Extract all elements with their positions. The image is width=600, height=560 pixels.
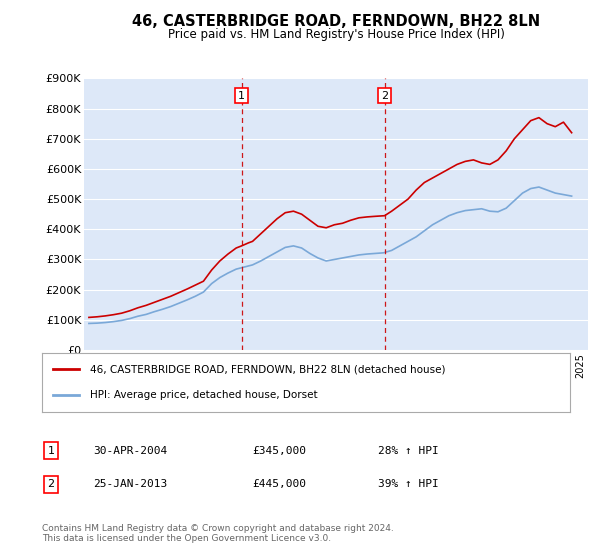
Text: Price paid vs. HM Land Registry's House Price Index (HPI): Price paid vs. HM Land Registry's House …	[167, 28, 505, 41]
Text: 46, CASTERBRIDGE ROAD, FERNDOWN, BH22 8LN: 46, CASTERBRIDGE ROAD, FERNDOWN, BH22 8L…	[132, 14, 540, 29]
Text: 46, CASTERBRIDGE ROAD, FERNDOWN, BH22 8LN (detached house): 46, CASTERBRIDGE ROAD, FERNDOWN, BH22 8L…	[89, 364, 445, 374]
Text: HPI: Average price, detached house, Dorset: HPI: Average price, detached house, Dors…	[89, 390, 317, 400]
Text: 1: 1	[47, 446, 55, 456]
Text: Contains HM Land Registry data © Crown copyright and database right 2024.
This d: Contains HM Land Registry data © Crown c…	[42, 524, 394, 543]
Text: 25-JAN-2013: 25-JAN-2013	[93, 479, 167, 489]
Text: £445,000: £445,000	[252, 479, 306, 489]
Text: 2: 2	[47, 479, 55, 489]
Text: 2: 2	[381, 91, 388, 101]
Text: 39% ↑ HPI: 39% ↑ HPI	[378, 479, 439, 489]
Text: 30-APR-2004: 30-APR-2004	[93, 446, 167, 456]
Text: 1: 1	[238, 91, 245, 101]
Text: 28% ↑ HPI: 28% ↑ HPI	[378, 446, 439, 456]
Text: £345,000: £345,000	[252, 446, 306, 456]
